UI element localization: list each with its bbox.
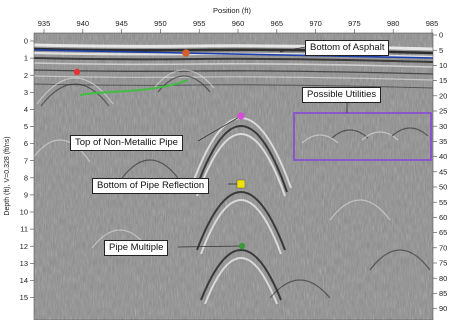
- left-tick-label: 3: [24, 88, 28, 97]
- label-bottom-of-asphalt: Bottom of Asphalt: [305, 40, 390, 56]
- hyperbola-arc: [196, 191, 286, 251]
- hyperbola-arc: [34, 139, 91, 163]
- left-tick-label: 2: [24, 71, 28, 80]
- leader-multiple: [177, 245, 243, 248]
- right-tick-label: 15: [439, 76, 447, 85]
- right-tick-label: 85: [439, 289, 447, 298]
- left-tick-label: 5: [24, 122, 28, 131]
- top-tick-label: 960: [232, 19, 245, 28]
- right-tick-label: 5: [439, 46, 443, 55]
- right-tick-label: 0: [439, 31, 443, 40]
- right-tick-label: 35: [439, 137, 447, 146]
- hyperbola-arc: [391, 127, 429, 137]
- marker-asphalt-point: [182, 49, 190, 57]
- asphalt-interface-line: [34, 49, 433, 59]
- hyperbola-arc: [40, 83, 110, 107]
- left-tick-label: 1: [24, 54, 28, 63]
- surface-band: [34, 75, 433, 81]
- label-possible-utilities: Possible Utilities: [302, 87, 382, 103]
- hyperbola-arc: [200, 199, 282, 255]
- marker-pipe-multiple: [238, 242, 246, 250]
- surface-band: [34, 62, 433, 68]
- hyperbola-arc: [121, 159, 179, 179]
- top-tick-label: 945: [115, 19, 128, 28]
- top-tick-label: 975: [348, 19, 361, 28]
- left-tick-label: 12: [20, 242, 28, 251]
- right-tick-label: 60: [439, 213, 447, 222]
- green-trace-line: [79, 79, 189, 96]
- left-tick-label: 7: [24, 156, 28, 165]
- left-tick-label: 6: [24, 139, 28, 148]
- right-tick-label: 55: [439, 198, 447, 207]
- radargram-image: [34, 33, 433, 320]
- left-tick-label: 13: [20, 259, 28, 268]
- left-axis-title: Depth (ft), V=0.328 (ft/ns): [4, 136, 11, 215]
- hyperbola-reflections: [34, 69, 431, 305]
- right-tick-label: 65: [439, 228, 447, 237]
- marker-bottom-pipe: [236, 179, 246, 189]
- right-tick-label: 70: [439, 243, 447, 252]
- top-axis: 935 940 945 950 955 960 965 970 975 980 985: [38, 19, 439, 33]
- right-tick-label: 20: [439, 91, 447, 100]
- hyperbola-arc: [153, 69, 215, 89]
- left-tick-label: 0: [24, 37, 28, 46]
- right-tick-label: 30: [439, 122, 447, 131]
- right-tick-label: 10: [439, 61, 447, 70]
- surface-band: [34, 83, 433, 89]
- top-axis-title: Position (ft): [213, 6, 251, 15]
- left-tick-label: 11: [20, 225, 28, 234]
- right-tick-label: 75: [439, 259, 447, 268]
- hyperbola-arc: [301, 134, 339, 144]
- hyperbola-arc: [204, 257, 278, 305]
- hyperbola-arc: [194, 125, 288, 193]
- top-tick-label: 940: [77, 19, 90, 28]
- top-tick-label: 985: [426, 19, 439, 28]
- top-tick-label: 935: [38, 19, 51, 28]
- top-tick-label: 970: [309, 19, 322, 28]
- hyperbola-arc: [269, 279, 331, 299]
- top-tick-label: 955: [193, 19, 206, 28]
- right-tick-label: 40: [439, 152, 447, 161]
- hyperbola-arc: [369, 249, 431, 271]
- right-axis: 0 5 10 15 20 25 30 35 40 45 50 55 60 65 70 75 80 85 90: [433, 31, 447, 313]
- left-tick-label: 15: [20, 293, 28, 302]
- hyperbola-arc: [196, 133, 286, 197]
- right-tick-label: 25: [439, 107, 447, 116]
- right-tick-label: 45: [439, 167, 447, 176]
- left-tick-label: 4: [24, 105, 28, 114]
- top-tick-label: 980: [387, 19, 400, 28]
- hyperbola-arc: [200, 249, 282, 301]
- top-tick-label: 950: [154, 19, 167, 28]
- hyperbola-arc: [331, 129, 369, 139]
- leader-top-pipe: [197, 115, 242, 142]
- right-tick-label: 80: [439, 274, 447, 283]
- hyperbola-arc: [329, 199, 391, 221]
- label-bottom-of-pipe: Bottom of Pipe Reflection: [92, 178, 210, 194]
- right-tick-label: 50: [439, 183, 447, 192]
- surface-band: [34, 57, 433, 63]
- possible-utilities-box: [293, 112, 432, 161]
- marker-red-point: [73, 68, 81, 76]
- label-top-of-pipe: Top of Non-Metallic Pipe: [70, 135, 183, 151]
- top-tick-label: 965: [271, 19, 284, 28]
- surface-band: [34, 69, 433, 75]
- left-tick-label: 8: [24, 173, 28, 182]
- left-tick-label: 9: [24, 191, 28, 200]
- hyperbola-arc: [36, 77, 114, 105]
- hyperbola-arc: [361, 131, 399, 141]
- leader-asphalt: [279, 46, 306, 53]
- right-tick-label: 90: [439, 304, 447, 313]
- left-tick-label: 14: [20, 276, 28, 285]
- marker-top-pipe: [237, 112, 245, 120]
- label-pipe-multiple: Pipe Multiple: [104, 240, 169, 256]
- left-tick-label: 10: [20, 208, 28, 217]
